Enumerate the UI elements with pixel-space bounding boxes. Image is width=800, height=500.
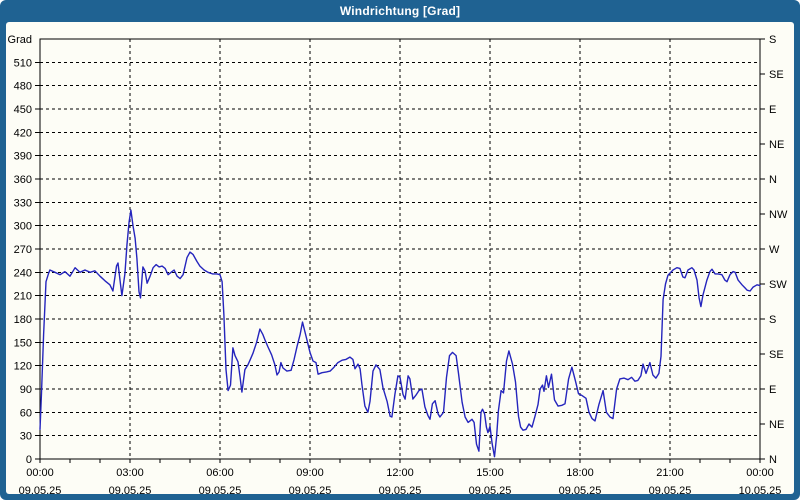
compass-tick-label: N (769, 174, 777, 186)
x-axis-date-label: 09.05.25 (559, 485, 602, 494)
x-axis-date-label: 09.05.25 (19, 485, 62, 494)
x-axis-time-label: 09:00 (296, 467, 324, 479)
x-axis-date-label: 09.05.25 (469, 485, 512, 494)
y-axis-tick-label: 120 (14, 361, 32, 373)
compass-tick-label: NE (769, 419, 784, 431)
y-axis-unit-label: Grad (8, 34, 32, 46)
compass-tick-label: NW (769, 209, 788, 221)
x-axis-date-label: 09.05.25 (199, 485, 242, 494)
x-axis-time-label: 03:00 (116, 467, 144, 479)
y-axis-tick-label: 480 (14, 81, 32, 93)
y-axis-tick-label: 330 (14, 197, 32, 209)
y-axis-tick-label: 0 (26, 454, 32, 466)
wind-series-line (39, 209, 761, 458)
y-axis-tick-label: 450 (14, 104, 32, 116)
y-axis-tick-label: 180 (14, 314, 32, 326)
grid-lines (40, 39, 760, 459)
window-title: Windrichtung [Grad] (339, 4, 461, 18)
x-axis-date-label: 09.05.25 (109, 485, 152, 494)
x-axis-time-label: 06:00 (206, 467, 234, 479)
y-axis-tick-label: 90 (20, 384, 32, 396)
x-axis-date-label: 09.05.25 (379, 485, 422, 494)
wind-direction-chart: 0 30 60 90 120 150 180 210 240 270 300 330 360 390 420… (8, 34, 788, 497)
y-axis-tick-label: 300 (14, 221, 32, 233)
y-axis-tick-label: 210 (14, 291, 32, 303)
compass-tick-label: E (769, 384, 776, 396)
compass-tick-label: N (769, 454, 777, 466)
y-axis-tick-label: 240 (14, 267, 32, 279)
y-axis-tick-label: 150 (14, 337, 32, 349)
x-axis-time-label: 00:00 (746, 467, 774, 479)
compass-tick-label: S (769, 314, 776, 326)
x-axis-time-label: 21:00 (656, 467, 684, 479)
x-axis-time-label: 00:00 (26, 467, 54, 479)
x-axis-time-label: 12:00 (386, 467, 414, 479)
x-axis-time-label: 15:00 (476, 467, 504, 479)
x-axis-date-label: 10.05.25 (739, 485, 782, 494)
x-axis: 00:00 09.05.25 03:00 09.05.25 06:00 09.05.25 0… (19, 459, 782, 497)
y-axis-tick-label: 60 (20, 407, 32, 419)
chart-area: 0 30 60 90 120 150 180 210 240 270 300 330 360 390 420… (6, 22, 794, 497)
y-axis-right: N NE E SE S SW W NW N NE E SE S (760, 34, 788, 466)
compass-tick-label: SE (769, 69, 784, 81)
compass-tick-label: SW (769, 279, 787, 291)
compass-tick-label: SE (769, 349, 784, 361)
compass-tick-label: W (769, 244, 780, 256)
y-axis-tick-label: 270 (14, 244, 32, 256)
x-axis-date-label: 09.05.25 (649, 485, 692, 494)
y-axis-tick-label: 510 (14, 57, 32, 69)
y-axis-tick-label: 420 (14, 127, 32, 139)
compass-tick-label: S (769, 34, 776, 46)
y-axis-tick-label: 360 (14, 174, 32, 186)
y-axis-tick-label: 30 (20, 431, 32, 443)
y-axis-left: 0 30 60 90 120 150 180 210 240 270 300 330 360 390 420… (8, 34, 40, 466)
x-axis-date-label: 09.05.25 (289, 485, 332, 494)
x-axis-time-label: 18:00 (566, 467, 594, 479)
compass-tick-label: NE (769, 139, 784, 151)
y-axis-tick-label: 390 (14, 151, 32, 163)
compass-tick-label: E (769, 104, 776, 116)
